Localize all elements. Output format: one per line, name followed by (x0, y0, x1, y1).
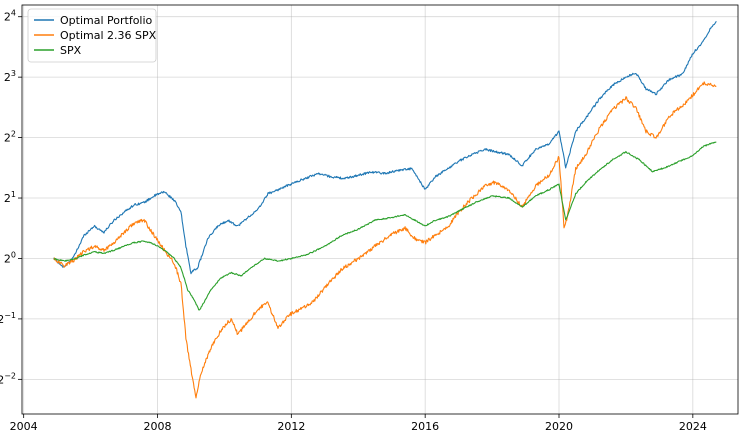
x-tick-label: 2012 (277, 420, 305, 433)
y-tick-label: 24 (4, 9, 16, 24)
legend-label: Optimal Portfolio (60, 14, 153, 27)
y-tick-label: 23 (4, 69, 16, 84)
y-tick-label: 20 (4, 250, 16, 265)
y-tick-base: 2 (4, 71, 11, 84)
legend-box (27, 8, 157, 63)
y-tick-base: 2 (0, 313, 4, 326)
y-tick-exponent: −2 (4, 371, 16, 380)
x-axis-ticks: 2004 2008 2012 2016 2020 2024 (10, 414, 707, 433)
grid (22, 5, 738, 414)
y-tick-label: 21 (4, 190, 16, 205)
y-tick-base: 2 (4, 11, 11, 24)
y-tick-base: 2 (4, 252, 11, 265)
legend-label: Optimal 2.36 SPX (60, 29, 157, 42)
series-line-1 (53, 20, 717, 275)
x-tick-label: 2008 (144, 420, 172, 433)
y-tick-label: 2−1 (0, 311, 16, 326)
plot-frame (21, 4, 739, 415)
y-tick-base: 2 (0, 373, 4, 386)
y-tick-base: 2 (4, 132, 11, 145)
x-tick-label: 2024 (679, 420, 707, 433)
x-tick-label: 2020 (545, 420, 573, 433)
y-tick-exponent: 0 (11, 250, 16, 259)
legend-label: SPX (60, 44, 82, 57)
y-tick-exponent: 4 (11, 9, 16, 18)
y-tick-exponent: 1 (11, 190, 16, 199)
y-tick-exponent: 3 (11, 69, 16, 78)
y-tick-label: 22 (4, 130, 16, 145)
y-tick-exponent: 2 (11, 130, 16, 139)
legend: Optimal Portfolio Optimal 2.36 SPX SPX (27, 8, 157, 63)
y-tick-base: 2 (4, 192, 11, 205)
x-tick-label: 2016 (411, 420, 439, 433)
series-line-2 (53, 81, 717, 399)
y-tick-exponent: −1 (4, 311, 16, 320)
x-tick-label: 2004 (10, 420, 38, 433)
series-line-3 (53, 141, 717, 311)
series-lines (53, 20, 717, 399)
y-tick-label: 2−2 (0, 371, 16, 386)
